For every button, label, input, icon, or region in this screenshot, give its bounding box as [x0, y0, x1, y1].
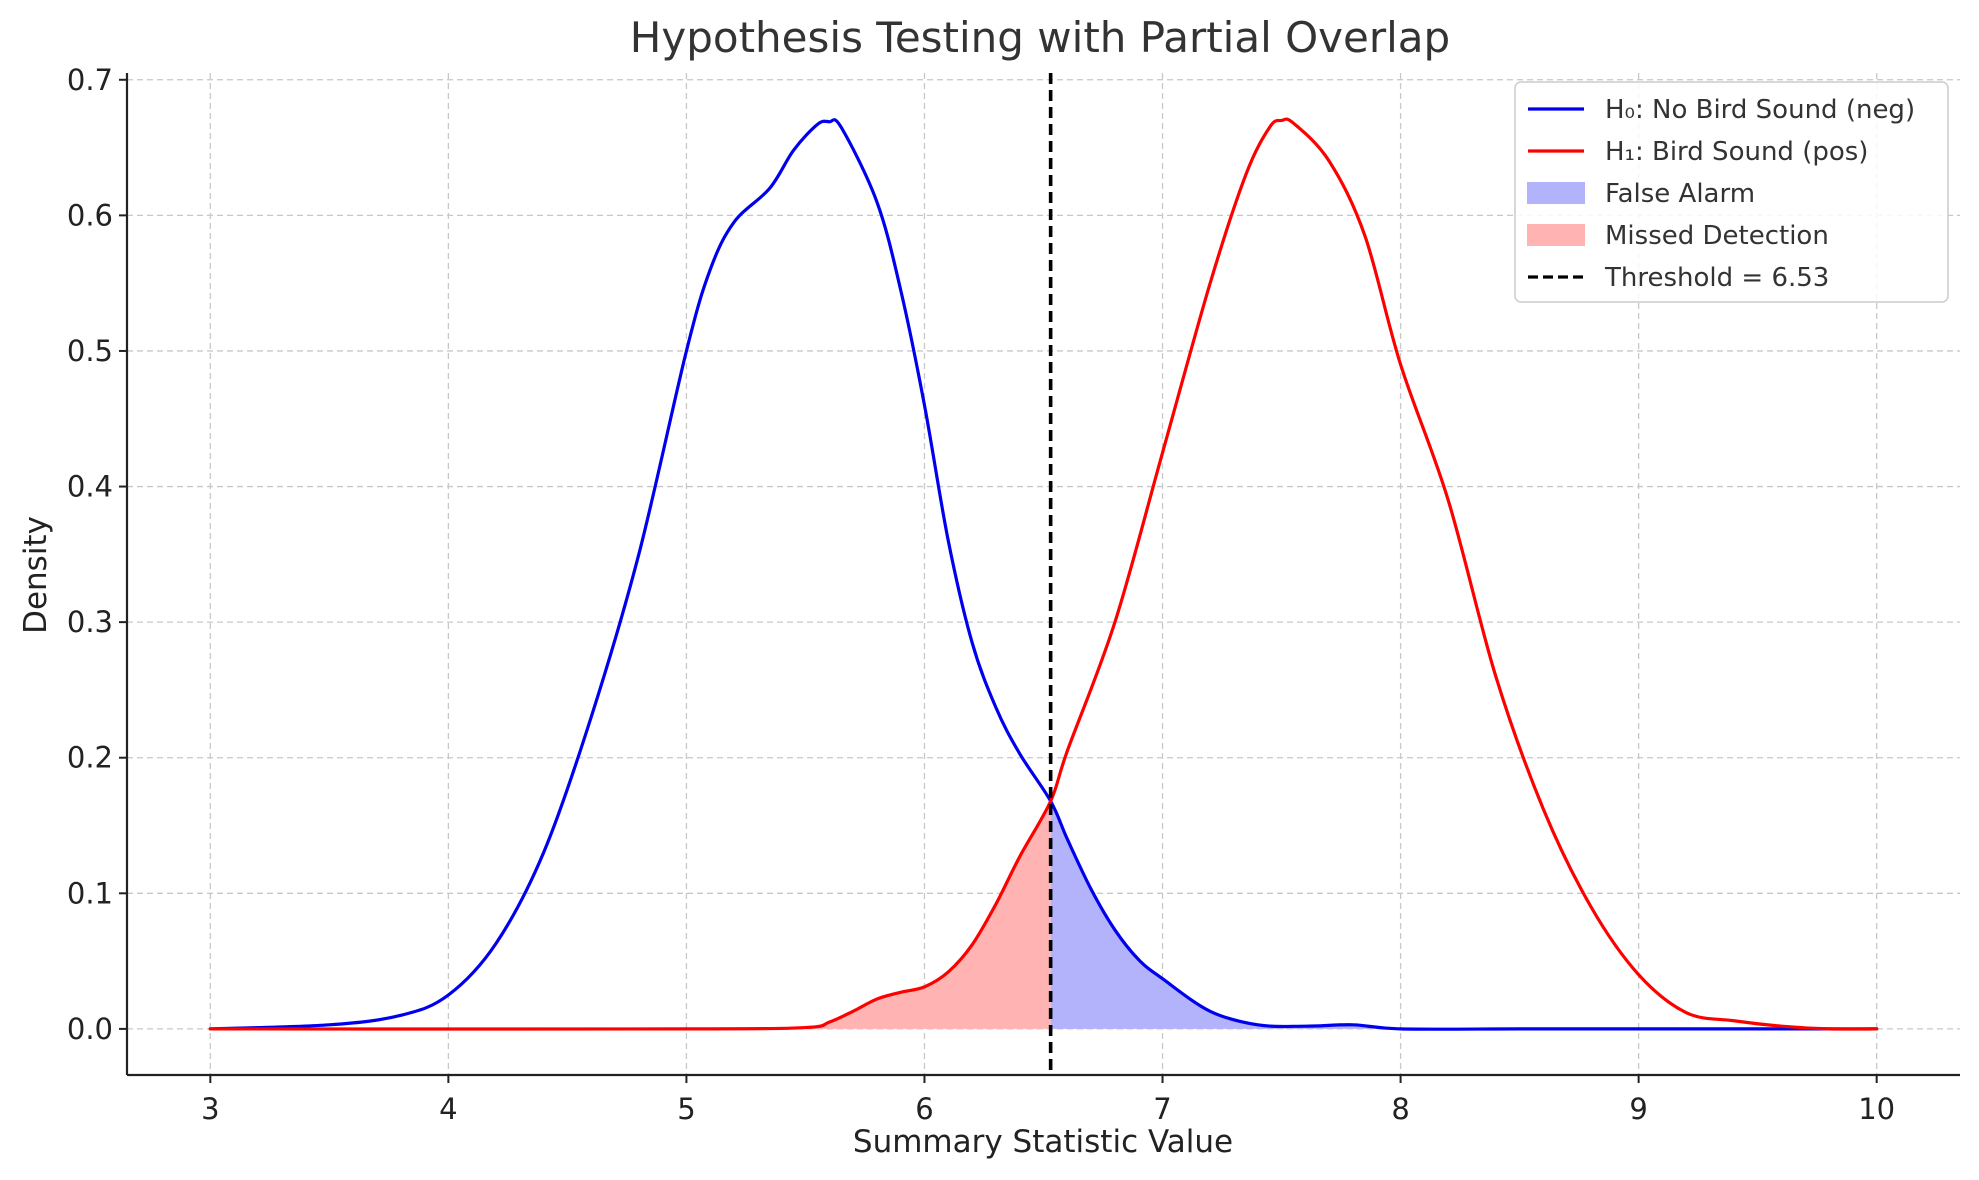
y-tick-label: 0.0 — [67, 1012, 113, 1046]
y-tick-label: 0.1 — [67, 876, 113, 910]
y-tick-label: 0.3 — [67, 605, 113, 639]
x-tick-label: 7 — [1153, 1092, 1171, 1126]
legend: H₀: No Bird Sound (neg) H₁: Bird Sound (p… — [1514, 81, 1949, 303]
legend-label-h-no-bird-sound-neg: H₀: No Bird Sound (neg) — [1605, 95, 1915, 125]
axes — [125, 73, 1960, 1077]
legend-swatch-missed-detection — [1527, 224, 1585, 246]
y-axis-title: Density — [18, 516, 54, 634]
x-tick-label: 4 — [439, 1092, 457, 1126]
y-tick-label: 0.7 — [67, 63, 113, 97]
h0-series-line — [208, 118, 1879, 1031]
h1-series-line — [208, 117, 1879, 1031]
shaded-regions — [210, 801, 1877, 1029]
legend-label-missed-detection: Missed Detection — [1605, 221, 1829, 251]
y-tick-label: 0.2 — [67, 741, 113, 775]
false-alarm-region — [1050, 801, 1877, 1029]
y-tick-label: 0.5 — [67, 334, 113, 368]
legend-label-false-alarm: False Alarm — [1605, 179, 1755, 209]
legend-label-threshold-6-53: Threshold = 6.53 — [1604, 263, 1829, 293]
x-axis-title: Summary Statistic Value — [853, 1124, 1233, 1160]
x-tick-label: 8 — [1391, 1092, 1409, 1126]
x-tick-label: 3 — [201, 1092, 219, 1126]
series-lines — [208, 73, 1879, 1075]
x-tick-label: 5 — [677, 1092, 695, 1126]
x-tick-label: 10 — [1858, 1092, 1895, 1126]
missed-detection-region — [210, 801, 1051, 1029]
x-tick-label: 9 — [1629, 1092, 1647, 1126]
y-tick-label: 0.6 — [67, 198, 113, 232]
legend-swatch-false-alarm — [1527, 182, 1585, 204]
chart-title: Hypothesis Testing with Partial Overlap — [630, 13, 1450, 62]
legend-label-h-bird-sound-pos: H₁: Bird Sound (pos) — [1605, 137, 1868, 167]
y-tick-label: 0.4 — [67, 470, 113, 504]
x-tick-label: 6 — [915, 1092, 933, 1126]
legend-box — [1514, 81, 1949, 303]
tick-labels: 3 4 5 6 7 8 9 10 0.0 0.1 0.2 0.3 0.4 0.5 0.6 0.7 — [67, 63, 1895, 1126]
